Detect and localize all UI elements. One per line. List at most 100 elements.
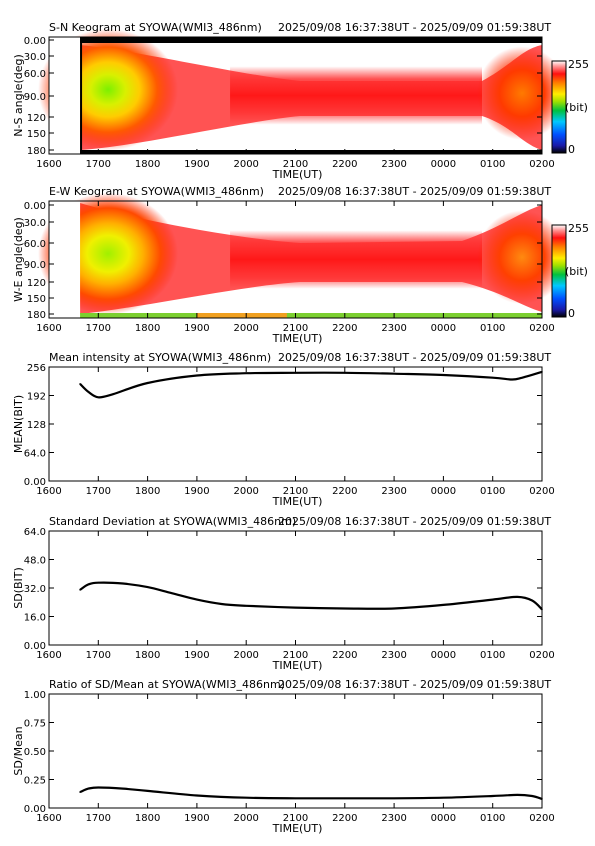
data-point bbox=[344, 607, 346, 610]
x-tick-label: 2200 bbox=[332, 813, 357, 824]
y-tick-label: 150 bbox=[27, 129, 46, 140]
y-axis-label: N-S angle(deg) bbox=[12, 54, 25, 137]
x-tick-label: 2100 bbox=[283, 813, 308, 824]
x-tick-label: 0200 bbox=[529, 486, 554, 497]
data-point bbox=[97, 581, 100, 584]
keogram-heatmap bbox=[38, 192, 567, 318]
x-tick-label: 1900 bbox=[184, 813, 209, 824]
y-tick-label: 256 bbox=[27, 363, 46, 374]
data-point bbox=[491, 795, 494, 797]
x-tick-label: 2000 bbox=[233, 650, 258, 661]
data-point bbox=[87, 391, 90, 393]
data-point bbox=[196, 598, 198, 601]
x-tick-label: 0100 bbox=[480, 813, 505, 824]
data-point bbox=[541, 608, 543, 611]
keogram-enhancement-region bbox=[477, 210, 567, 304]
data-point bbox=[146, 382, 149, 384]
y-tick-label: 90.0 bbox=[24, 92, 46, 103]
chart-title: Ratio of SD/Mean at SYOWA(WMI3_486nm) bbox=[49, 678, 285, 691]
y-tick-label: 0.00 bbox=[24, 641, 46, 652]
x-tick-label: 2100 bbox=[283, 486, 308, 497]
data-point bbox=[442, 796, 445, 799]
keogram-band-core bbox=[230, 230, 482, 289]
x-tick-label: 1700 bbox=[86, 813, 111, 824]
x-tick-label: 1900 bbox=[184, 323, 209, 334]
x-tick-label: 1900 bbox=[184, 650, 209, 661]
y-axis-label: SD/Mean bbox=[12, 726, 25, 775]
y-tick-label: 0.00 bbox=[24, 201, 46, 212]
chart-time-range: 2025/09/08 16:37:38UT - 2025/09/09 01:59… bbox=[278, 351, 551, 364]
colorbar bbox=[551, 60, 567, 154]
data-point bbox=[87, 787, 90, 790]
keogram-top-edge bbox=[80, 37, 543, 43]
y-tick-label: 128 bbox=[27, 420, 46, 431]
x-axis-label: TIME(UT) bbox=[272, 659, 323, 672]
x-tick-label: 0100 bbox=[480, 650, 505, 661]
x-tick-label: 1600 bbox=[36, 159, 61, 170]
data-point bbox=[491, 598, 494, 601]
data-point bbox=[87, 583, 90, 586]
data-point bbox=[245, 796, 247, 799]
keogram-start-edge bbox=[80, 37, 83, 154]
data-point bbox=[491, 376, 494, 379]
data-point bbox=[294, 371, 297, 374]
y-tick-label: 64.0 bbox=[24, 527, 46, 538]
colorbar-min-label: 0 bbox=[568, 143, 575, 156]
y-tick-label: 64.0 bbox=[24, 449, 46, 460]
data-point bbox=[245, 372, 247, 375]
x-tick-label: 2000 bbox=[233, 159, 258, 170]
data-point bbox=[541, 798, 543, 800]
x-axis-label: TIME(UT) bbox=[272, 822, 323, 835]
x-tick-label: 2200 bbox=[332, 159, 357, 170]
data-point bbox=[146, 586, 149, 588]
chart-time-range: 2025/09/08 16:37:38UT - 2025/09/09 01:59… bbox=[278, 515, 551, 528]
data-point bbox=[344, 371, 346, 374]
x-tick-label: 0000 bbox=[431, 159, 456, 170]
x-tick-label: 0100 bbox=[480, 323, 505, 334]
x-tick-label: 2000 bbox=[233, 323, 258, 334]
chart-time-range: 2025/09/08 16:37:38UT - 2025/09/09 01:59… bbox=[278, 185, 551, 198]
data-point bbox=[122, 787, 124, 790]
chart-time-range: 2025/09/08 16:37:38UT - 2025/09/09 01:59… bbox=[278, 678, 551, 691]
chart-title: E-W Keogram at SYOWA(WMI3_486nm) bbox=[49, 185, 264, 198]
data-point bbox=[171, 592, 174, 595]
data-point bbox=[516, 794, 519, 796]
keogram-heatmap bbox=[38, 28, 567, 154]
data-point bbox=[344, 797, 346, 800]
x-tick-label: 2200 bbox=[332, 486, 357, 497]
data-point bbox=[521, 376, 524, 379]
series-line bbox=[79, 581, 543, 611]
x-tick-label: 0200 bbox=[529, 159, 554, 170]
keogram-no-data-area bbox=[49, 201, 81, 318]
x-tick-label: 1600 bbox=[36, 650, 61, 661]
colorbar-max-label: 255 bbox=[568, 58, 589, 71]
colorbar-max-label: 255 bbox=[568, 222, 589, 235]
keogram-bottom-edge-segment bbox=[196, 313, 287, 318]
series-line bbox=[79, 370, 543, 399]
y-tick-label: 1.00 bbox=[24, 690, 46, 701]
y-tick-label: 120 bbox=[27, 278, 46, 289]
x-tick-label: 1800 bbox=[135, 159, 160, 170]
x-tick-label: 0000 bbox=[431, 650, 456, 661]
x-tick-label: 1800 bbox=[135, 650, 160, 661]
x-axis-label: TIME(UT) bbox=[272, 168, 323, 181]
x-tick-label: 1700 bbox=[86, 323, 111, 334]
data-point bbox=[220, 603, 223, 605]
colorbar-unit-label: (bit) bbox=[565, 101, 588, 114]
x-tick-label: 2100 bbox=[283, 159, 308, 170]
x-tick-label: 2100 bbox=[283, 650, 308, 661]
colorbar-unit-label: (bit) bbox=[565, 265, 588, 278]
x-tick-label: 1800 bbox=[135, 486, 160, 497]
data-point bbox=[294, 606, 297, 609]
data-point bbox=[531, 795, 533, 797]
x-tick-label: 0000 bbox=[431, 813, 456, 824]
y-tick-label: 60.0 bbox=[24, 69, 46, 80]
y-tick-label: 30.0 bbox=[24, 218, 46, 229]
chart-title: Standard Deviation at SYOWA(WMI3_486nm) bbox=[49, 515, 296, 528]
data-point bbox=[442, 374, 445, 376]
y-tick-label: 60.0 bbox=[24, 239, 46, 250]
y-tick-label: 150 bbox=[27, 294, 46, 305]
data-point bbox=[79, 383, 81, 385]
